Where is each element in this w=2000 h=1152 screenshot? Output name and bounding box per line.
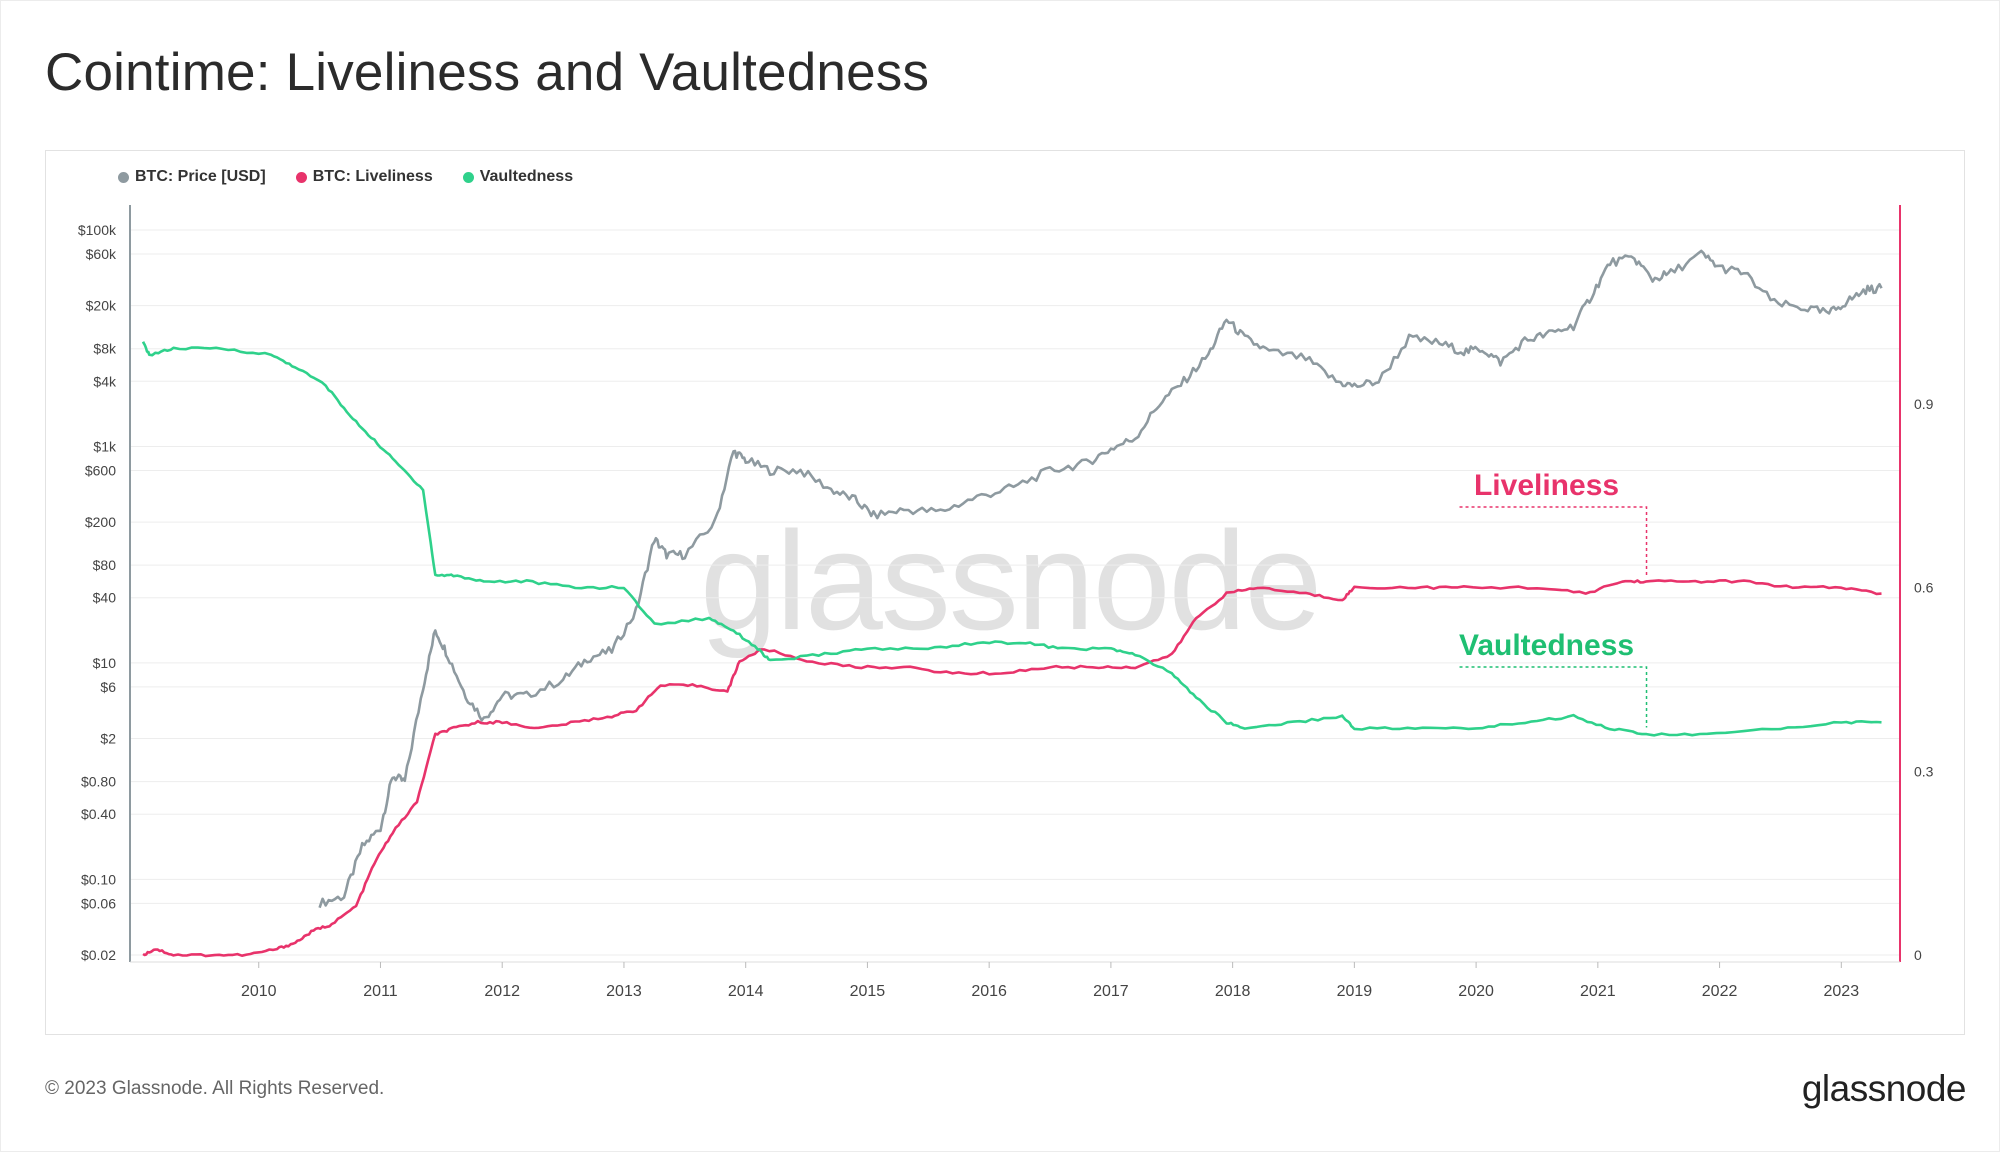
x-tick-label: 2014 <box>728 983 764 1000</box>
y-tick-label-left: $200 <box>85 514 116 530</box>
y-tick-label-left: $40 <box>93 590 117 606</box>
y-tick-label-left: $1k <box>93 438 117 454</box>
legend-label: BTC: Liveliness <box>312 168 433 185</box>
y-tick-label-left: $4k <box>93 373 117 389</box>
y-tick-label-left: $0.02 <box>81 947 116 963</box>
footer-copyright: © 2023 Glassnode. All Rights Reserved. <box>45 1078 385 1099</box>
y-tick-label-left: $20k <box>86 298 117 314</box>
y-tick-label-left: $600 <box>85 462 116 478</box>
series-line-btc-liveliness <box>142 579 1882 958</box>
x-tick-label: 2010 <box>241 983 277 1000</box>
annotation-label-liveliness: Liveliness <box>1474 469 1619 502</box>
x-tick-label: 2020 <box>1458 983 1494 1000</box>
x-tick-label: 2015 <box>850 983 886 1000</box>
chart-legend: BTC: Price [USD] BTC: Liveliness Vaulted… <box>118 168 573 186</box>
y-tick-label-left: $80 <box>93 557 117 573</box>
annotation-label-vaultedness: Vaultedness <box>1459 629 1634 662</box>
x-tick-label: 2018 <box>1215 983 1251 1000</box>
y-tick-label-right: 0.3 <box>1914 763 1934 779</box>
legend-item-vaultedness[interactable]: Vaultedness <box>462 168 574 186</box>
x-tick-label: 2013 <box>606 983 642 1000</box>
x-tick-label: 2023 <box>1824 983 1860 1000</box>
x-tick-label: 2019 <box>1337 983 1373 1000</box>
x-tick-label: 2011 <box>363 983 398 1000</box>
series-line-btc-price-usd- <box>318 249 1883 909</box>
legend-label: Vaultedness <box>479 168 574 185</box>
y-tick-label-left: $0.06 <box>81 895 116 911</box>
legend-label: BTC: Price [USD] <box>135 168 266 185</box>
y-tick-label-left: $100k <box>78 222 117 238</box>
page-title: Cointime: Liveliness and Vaultedness <box>45 43 930 102</box>
x-tick-label: 2016 <box>971 983 1007 1000</box>
chart-frame <box>45 150 1965 1035</box>
y-tick-label-left: $6 <box>100 679 116 695</box>
x-tick-label: 2022 <box>1702 983 1738 1000</box>
y-tick-label-right: 0.9 <box>1914 396 1934 412</box>
y-tick-label-left: $2 <box>100 731 116 747</box>
y-tick-label-right: 0.6 <box>1914 580 1934 596</box>
y-tick-label-left: $0.40 <box>81 806 116 822</box>
legend-dot-price <box>118 171 129 183</box>
x-tick-label: 2012 <box>484 983 520 1000</box>
y-tick-label-left: $0.10 <box>81 871 116 887</box>
glassnode-logo: glassnode <box>1801 1068 1967 1109</box>
x-tick-label: 2021 <box>1580 983 1616 1000</box>
y-tick-label-left: $60k <box>86 246 117 262</box>
x-tick-label: 2017 <box>1093 983 1129 1000</box>
legend-dot-liveliness <box>295 171 307 183</box>
annotation-leader-vaultedness <box>1459 666 1648 728</box>
y-tick-label-left: $8k <box>93 341 117 357</box>
y-tick-label-left: $10 <box>93 655 117 671</box>
legend-item-liveliness[interactable]: BTC: Liveliness <box>295 168 433 186</box>
legend-dot-vaultedness <box>462 171 474 183</box>
legend-item-price[interactable]: BTC: Price [USD] <box>118 168 266 186</box>
annotation-leader-liveliness <box>1459 506 1648 578</box>
y-tick-label-right: 0 <box>1914 947 1922 963</box>
y-tick-label-left: $0.80 <box>81 774 116 790</box>
series-line-vaultedness <box>141 341 1882 737</box>
